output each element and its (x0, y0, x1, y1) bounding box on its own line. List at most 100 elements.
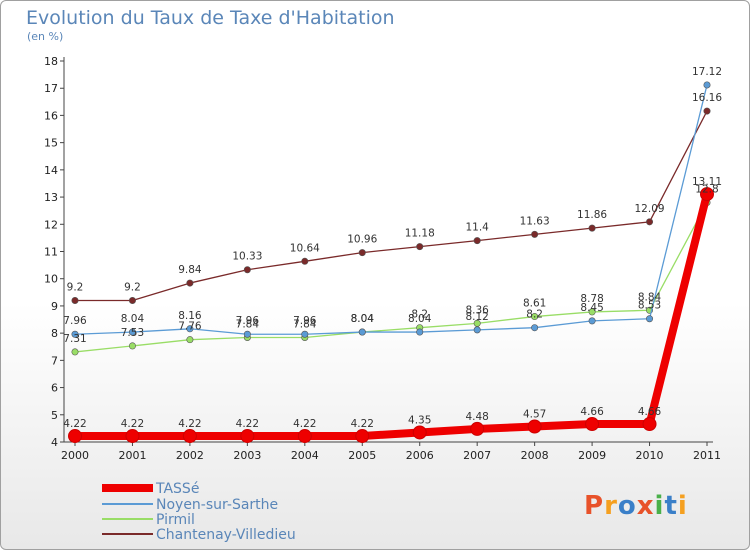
x-tick-label: 2001 (118, 449, 146, 462)
data-label: 4.66 (580, 406, 604, 418)
data-label: 8.36 (465, 304, 489, 316)
logo-letter: i (677, 491, 688, 521)
data-label: 7.96 (293, 315, 317, 327)
y-tick-label: 9 (51, 300, 58, 313)
y-tick-label: 18 (44, 55, 58, 68)
series-point-0 (642, 417, 657, 432)
data-label: 4.22 (351, 418, 374, 430)
series-point-1 (301, 330, 309, 338)
data-label: 11.18 (405, 228, 435, 240)
series-point-3 (186, 279, 194, 287)
y-tick-label: 8 (51, 327, 58, 340)
series-point-3 (416, 243, 424, 251)
data-label: 16.16 (692, 92, 722, 104)
legend-label: Pirmil (156, 512, 195, 528)
data-label: 8.04 (121, 313, 145, 325)
x-tick-label: 2008 (521, 449, 549, 462)
data-label: 8.84 (638, 291, 662, 303)
series-point-0 (412, 425, 427, 440)
series-point-0 (240, 429, 255, 444)
chart-unit: (en %) (27, 30, 64, 43)
data-label: 17.12 (692, 66, 722, 78)
data-label: 8.78 (580, 293, 603, 305)
data-label: 9.2 (67, 281, 84, 293)
series-point-0 (182, 429, 197, 444)
data-label: 11.86 (577, 209, 607, 221)
logo-letter: i (654, 491, 665, 521)
data-label: 8.2 (411, 309, 428, 321)
data-label: 8.45 (580, 302, 603, 314)
series-point-1 (128, 328, 136, 336)
y-tick-label: 17 (44, 82, 58, 95)
data-label: 10.96 (347, 234, 377, 246)
logo-letter: r (604, 491, 618, 521)
data-label: 4.22 (121, 418, 144, 430)
series-point-2 (186, 336, 194, 344)
series-point-3 (473, 237, 481, 245)
y-tick-label: 5 (51, 409, 58, 422)
x-tick-label: 2000 (61, 449, 89, 462)
x-tick-label: 2005 (348, 449, 376, 462)
data-label: 7.84 (293, 318, 317, 330)
data-label: 9.2 (124, 281, 141, 293)
logo-letter: t (664, 491, 678, 521)
y-tick-label: 11 (44, 246, 58, 259)
x-tick-label: 2010 (636, 449, 664, 462)
data-label: 8.04 (351, 313, 375, 325)
data-label: 8.61 (523, 298, 546, 310)
data-label: 7.31 (63, 333, 86, 345)
data-label: 7.76 (178, 321, 202, 333)
data-label: 13.11 (692, 176, 722, 188)
series-point-2 (531, 313, 539, 321)
data-label: 4.35 (408, 414, 431, 426)
series-point-3 (128, 296, 136, 304)
chart-title: Evolution du Taux de Taxe d'Habitation (26, 7, 395, 29)
x-tick-label: 2002 (176, 449, 204, 462)
y-tick-label: 4 (51, 436, 58, 449)
x-tick-label: 2007 (463, 449, 491, 462)
series-point-3 (588, 224, 596, 232)
data-label: 12.8 (695, 184, 718, 196)
legend-label: TASSé (155, 481, 199, 497)
data-label: 4.22 (63, 418, 86, 430)
series-point-3 (646, 218, 654, 226)
proxiti-logo: Proxiti (584, 491, 688, 521)
data-label: 8.2 (526, 309, 543, 321)
logo-letter: o (617, 491, 637, 521)
data-label: 4.22 (236, 418, 259, 430)
x-tick-label: 2004 (291, 449, 319, 462)
data-label: 4.66 (638, 406, 662, 418)
y-tick-label: 12 (44, 218, 58, 231)
x-tick-label: 2009 (578, 449, 606, 462)
series-point-1 (71, 330, 79, 338)
series-point-0 (297, 429, 312, 444)
series-line-3 (75, 110, 708, 302)
data-label: 8.12 (465, 311, 488, 323)
series-point-1 (473, 326, 481, 334)
series-point-3 (703, 107, 711, 115)
series-point-1 (703, 81, 711, 89)
series-point-3 (71, 296, 79, 304)
series-point-3 (531, 230, 539, 238)
series-point-0 (68, 429, 82, 444)
data-label: 4.22 (293, 418, 316, 430)
logo-letter: x (636, 491, 655, 521)
data-label: 8.16 (178, 310, 202, 322)
data-label: 7.53 (121, 327, 144, 339)
series-point-1 (416, 328, 424, 336)
data-label: 11.4 (465, 222, 489, 234)
series-line-0 (75, 193, 711, 441)
series-line-2 (74, 202, 708, 353)
y-tick-label: 10 (44, 273, 58, 286)
x-tick-label: 2011 (693, 449, 721, 462)
data-label: 9.84 (178, 264, 202, 276)
data-label: 8.04 (351, 313, 375, 325)
series-point-2 (128, 342, 136, 350)
series-point-0 (470, 421, 485, 436)
legend-label: Noyen-sur-Sarthe (156, 497, 278, 513)
data-label: 8.53 (638, 300, 661, 312)
data-label: 8.04 (408, 313, 432, 325)
data-label: 12.09 (635, 203, 665, 215)
y-tick-label: 16 (44, 109, 58, 122)
